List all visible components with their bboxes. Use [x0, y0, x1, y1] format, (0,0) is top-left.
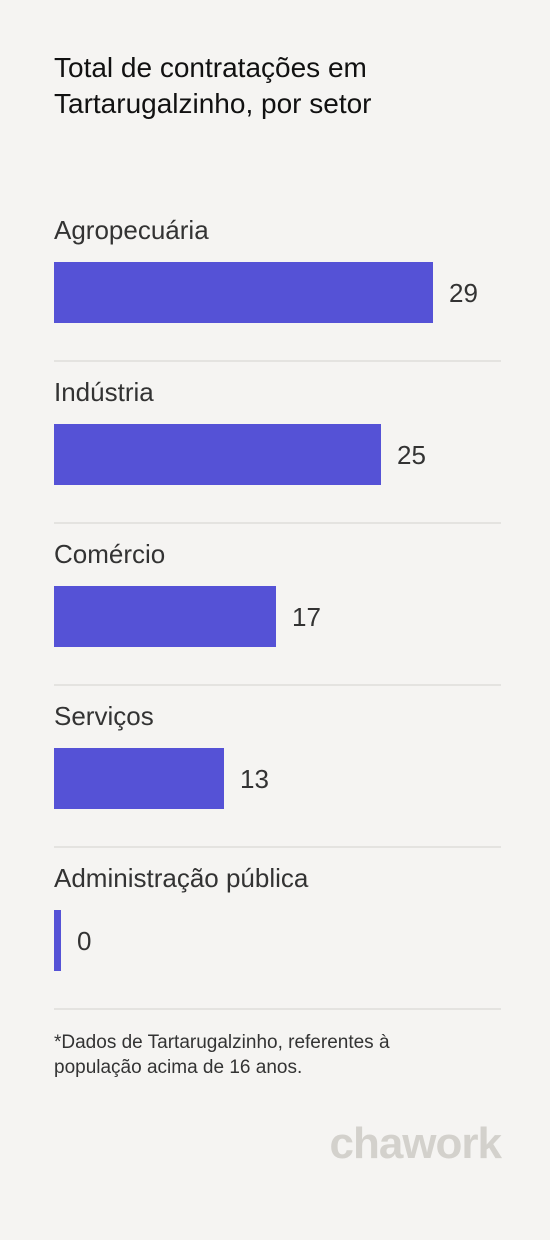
- footnote: *Dados de Tartarugalzinho, referentes à …: [54, 1032, 390, 1078]
- bar-value-label: 25: [397, 440, 426, 470]
- brand-logo: chawork: [329, 1119, 502, 1168]
- bar-chart: Agropecuária 29 Indústria 25 Comércio 17 Servi…: [54, 200, 501, 1010]
- category-label: Administração pública: [54, 863, 309, 893]
- bar-row: Comércio 17: [54, 524, 501, 686]
- bar-row: Administração pública 0: [54, 848, 501, 1010]
- bar: [54, 910, 61, 971]
- bar: [54, 262, 433, 323]
- bar-value-label: 17: [292, 602, 321, 632]
- category-label: Serviços: [54, 701, 154, 731]
- category-label: Indústria: [54, 377, 154, 407]
- bar-value-label: 0: [77, 926, 92, 956]
- bar: [54, 586, 276, 647]
- bar-row: Agropecuária 29: [54, 200, 501, 362]
- category-label: Agropecuária: [54, 215, 209, 245]
- bar-value-label: 29: [449, 278, 478, 308]
- chart-title: Total de contratações em Tartarugalzinho…: [54, 52, 372, 119]
- bar: [54, 748, 224, 809]
- bar-row: Indústria 25: [54, 362, 501, 524]
- bar: [54, 424, 381, 485]
- bar-value-label: 13: [240, 764, 269, 794]
- category-label: Comércio: [54, 539, 166, 569]
- bar-row: Serviços 13: [54, 686, 501, 848]
